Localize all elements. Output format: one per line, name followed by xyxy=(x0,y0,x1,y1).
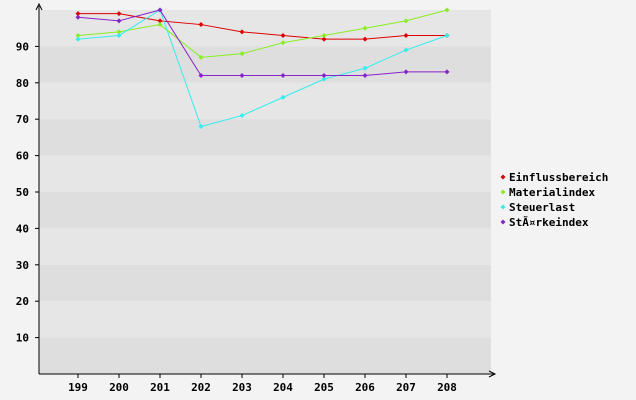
data-point xyxy=(157,18,163,24)
series-1 xyxy=(75,7,450,60)
legend-marker xyxy=(500,174,506,180)
data-point xyxy=(75,32,81,38)
data-point xyxy=(116,18,122,24)
grid-band xyxy=(39,228,491,265)
data-point xyxy=(403,18,409,24)
grid-band xyxy=(39,301,491,338)
x-tick-label: 202 xyxy=(191,381,211,394)
data-point xyxy=(362,65,368,71)
y-tick-label: 10 xyxy=(16,332,29,345)
series-line xyxy=(77,9,448,58)
data-point xyxy=(280,40,286,46)
legend-label: Materialindex xyxy=(509,186,595,199)
grid-band xyxy=(39,337,491,374)
data-point xyxy=(239,73,245,79)
data-point xyxy=(75,11,81,17)
x-tick-label: 201 xyxy=(150,381,170,394)
x-tick-label: 203 xyxy=(232,381,252,394)
data-point xyxy=(75,14,81,20)
data-point xyxy=(362,73,368,79)
y-tick-label: 40 xyxy=(16,222,29,235)
data-point xyxy=(444,69,450,75)
legend-label: Steuerlast xyxy=(509,201,575,214)
y-tick-label: 60 xyxy=(16,150,29,163)
data-point xyxy=(116,32,122,38)
data-point xyxy=(321,76,327,82)
grid-band xyxy=(39,46,491,83)
x-tick-label: 205 xyxy=(314,381,334,394)
data-point xyxy=(157,7,163,13)
y-axis-ticks: 10 20 30 40 50 60 70 80 90 xyxy=(16,40,39,345)
grid-band xyxy=(39,82,491,120)
legend-marker xyxy=(500,204,506,210)
series-lines xyxy=(75,7,450,129)
grid-bands xyxy=(39,10,491,374)
data-point xyxy=(321,32,327,38)
data-point xyxy=(198,73,204,79)
y-tick-label: 20 xyxy=(16,295,29,308)
data-point xyxy=(321,73,327,79)
grid-band xyxy=(39,192,491,229)
data-point xyxy=(198,22,204,28)
data-point xyxy=(280,73,286,79)
y-tick-label: 70 xyxy=(16,113,29,126)
x-tick-label: 200 xyxy=(109,381,129,394)
data-point xyxy=(157,22,163,28)
series-line xyxy=(77,9,447,77)
x-tick-label: 199 xyxy=(68,381,88,394)
data-point xyxy=(444,32,450,38)
series-2 xyxy=(75,7,450,129)
x-tick-label: 208 xyxy=(437,381,457,394)
x-axis-arrow xyxy=(488,370,497,378)
series-3 xyxy=(75,7,450,79)
data-point xyxy=(403,32,409,38)
data-point xyxy=(239,51,245,57)
y-tick-label: 90 xyxy=(16,40,29,53)
legend-label: Einflussbereich xyxy=(509,171,608,184)
data-point xyxy=(280,94,286,100)
data-point xyxy=(362,25,368,31)
data-point xyxy=(116,11,122,17)
data-point xyxy=(198,123,204,129)
legend: Einflussbereich Materialindex Steuerlast St… xyxy=(500,171,608,229)
x-axis-ticks: 199 200 201 202 203 204 205 206 207 208 xyxy=(68,374,457,394)
data-point xyxy=(403,69,409,75)
data-point xyxy=(362,36,368,42)
data-point xyxy=(116,29,122,35)
legend-label: StÃ¤rkeindex xyxy=(509,216,589,229)
y-axis-arrow xyxy=(35,2,43,11)
grid-band xyxy=(39,264,491,302)
data-point xyxy=(280,32,286,38)
legend-marker xyxy=(500,219,506,225)
data-point xyxy=(198,54,204,60)
grid-band xyxy=(39,10,491,47)
x-tick-label: 204 xyxy=(273,381,293,394)
data-point xyxy=(239,113,245,119)
data-point xyxy=(239,29,245,35)
grid-band xyxy=(39,119,491,156)
series-line xyxy=(78,13,447,40)
data-point xyxy=(403,47,409,53)
grid-band xyxy=(39,155,491,192)
data-point xyxy=(75,36,81,42)
legend-marker xyxy=(500,189,506,195)
y-tick-label: 80 xyxy=(16,77,29,90)
data-point xyxy=(444,7,450,13)
axes xyxy=(35,2,497,378)
data-point xyxy=(321,36,327,42)
series-line xyxy=(77,9,448,128)
y-tick-label: 30 xyxy=(16,259,29,272)
x-tick-label: 207 xyxy=(396,381,416,394)
x-tick-label: 206 xyxy=(355,381,375,394)
y-tick-label: 50 xyxy=(16,186,29,199)
